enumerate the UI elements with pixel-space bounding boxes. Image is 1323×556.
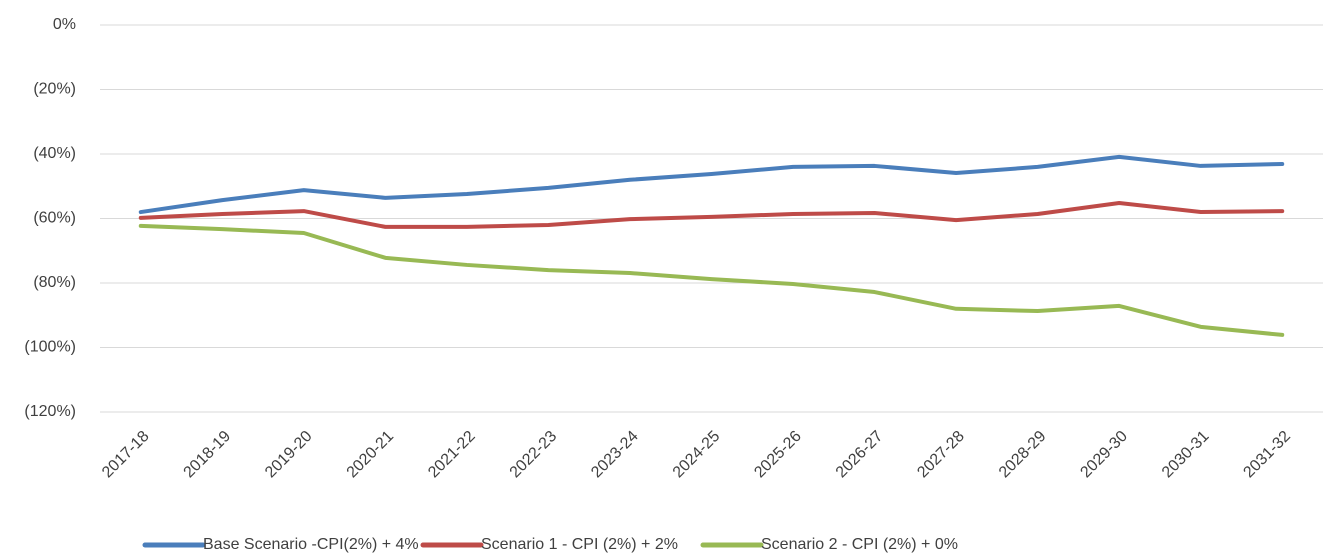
- x-tick-label: 2021-22: [425, 428, 479, 482]
- x-tick-label: 2019-20: [262, 428, 316, 482]
- legend-label: Base Scenario -CPI(2%) + 4%: [203, 536, 419, 553]
- y-tick-label: (120%): [24, 403, 76, 420]
- x-tick-label: 2027-28: [914, 428, 968, 482]
- x-tick-label: 2017-18: [99, 428, 153, 482]
- y-tick-label: (20%): [33, 81, 76, 98]
- y-tick-label: (80%): [33, 274, 76, 291]
- x-tick-label: 2029-30: [1077, 428, 1131, 482]
- x-tick-label: 2020-21: [344, 428, 398, 482]
- legend-label: Scenario 1 - CPI (2%) + 2%: [481, 536, 678, 553]
- x-tick-label: 2026-27: [833, 428, 887, 482]
- x-tick-label: 2030-31: [1159, 428, 1213, 482]
- y-tick-label: (40%): [33, 145, 76, 162]
- x-tick-label: 2022-23: [507, 428, 561, 482]
- series-line: [138, 154, 1285, 215]
- y-tick-label: (60%): [33, 210, 76, 227]
- legend-label: Scenario 2 - CPI (2%) + 0%: [761, 536, 958, 553]
- y-tick-label: (100%): [24, 339, 76, 356]
- x-tick-label: 2025-26: [751, 428, 805, 482]
- x-tick-label: 2023-24: [588, 428, 642, 482]
- series-line: [138, 223, 1285, 337]
- x-tick-label: 2024-25: [670, 428, 724, 482]
- x-tick-label: 2028-29: [996, 428, 1050, 482]
- x-tick-label: 2018-19: [181, 428, 235, 482]
- y-tick-label: 0%: [53, 16, 76, 33]
- series-line: [138, 201, 1285, 229]
- x-tick-label: 2031-32: [1241, 428, 1295, 482]
